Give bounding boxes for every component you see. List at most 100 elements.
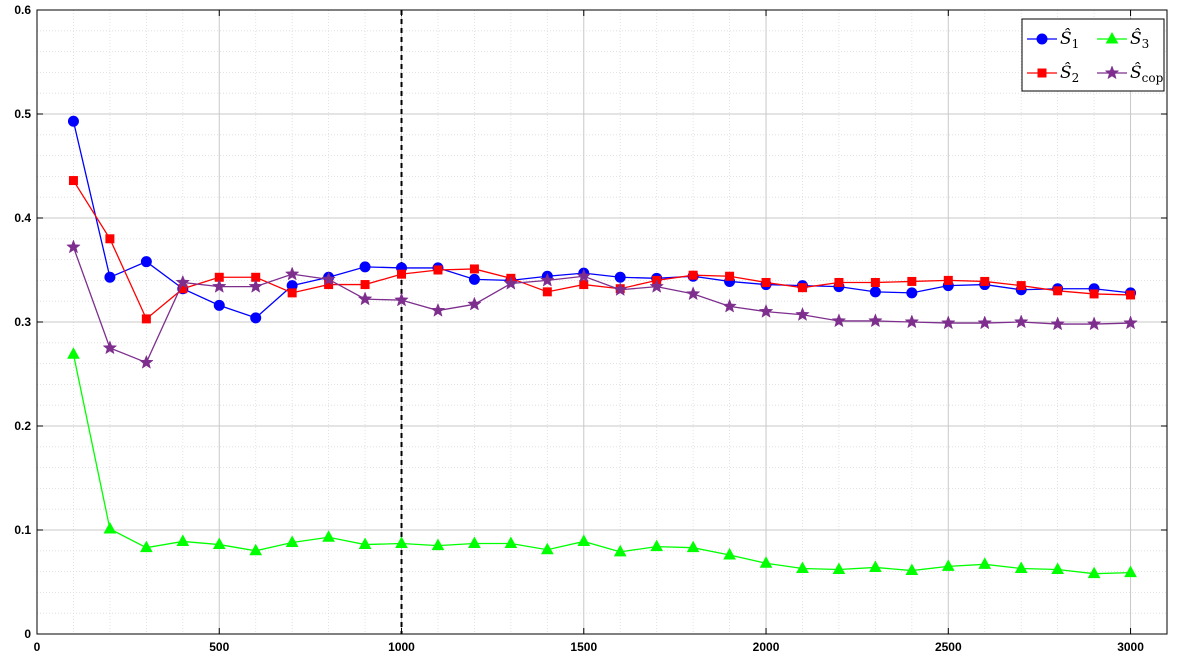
- data-point: [1123, 315, 1138, 330]
- x-tick-label: 3000: [1117, 640, 1144, 654]
- legend-box: [1021, 18, 1165, 92]
- data-point: [431, 538, 445, 551]
- data-point: [905, 563, 919, 576]
- legend-swatch-marker: [1105, 31, 1119, 44]
- data-point: [978, 557, 992, 569]
- data-point: [612, 282, 628, 296]
- data-point: [249, 543, 263, 556]
- data-point: [104, 271, 116, 283]
- data-point: [284, 266, 300, 281]
- data-point: [761, 277, 771, 287]
- data-point: [869, 560, 882, 572]
- data-point: [141, 314, 151, 324]
- data-point: [467, 296, 482, 311]
- data-point: [433, 265, 443, 275]
- data-point: [796, 561, 809, 573]
- data-point: [685, 286, 701, 301]
- legend-item-1: Ŝ1: [1027, 28, 1079, 51]
- data-point: [834, 277, 844, 287]
- data-point: [250, 312, 262, 324]
- data-point: [907, 276, 917, 286]
- x-tick-label: 2500: [935, 640, 962, 654]
- data-point: [1050, 316, 1065, 331]
- series-line: [72, 121, 1131, 319]
- data-point: [977, 315, 993, 330]
- data-point: [176, 534, 190, 546]
- data-point: [213, 299, 225, 311]
- data-point: [686, 540, 700, 553]
- data-point: [322, 530, 335, 542]
- data-point: [649, 278, 664, 293]
- data-point: [650, 539, 664, 552]
- y-tick-label: 0.1: [14, 523, 31, 537]
- data-point: [360, 280, 370, 290]
- legend-swatch-marker: [1037, 68, 1047, 78]
- data-point: [943, 275, 953, 285]
- data-point: [469, 264, 479, 274]
- series-3: [67, 347, 1137, 579]
- data-point: [175, 274, 191, 289]
- data-point: [140, 540, 153, 553]
- data-point: [868, 313, 883, 328]
- data-point: [357, 291, 373, 306]
- data-point: [940, 315, 956, 330]
- legend-label: Ŝ2: [1060, 62, 1079, 85]
- y-tick-label: 0.6: [14, 3, 31, 17]
- data-point: [468, 536, 481, 549]
- data-point: [140, 256, 152, 268]
- data-point: [285, 535, 299, 547]
- series-line: [72, 246, 1131, 364]
- data-point: [688, 270, 698, 280]
- series-2: [68, 176, 1136, 324]
- series-line: [72, 354, 1131, 575]
- data-point: [67, 347, 80, 359]
- data-point: [758, 303, 774, 318]
- legend-item-2: Ŝ2: [1027, 62, 1079, 85]
- data-point: [359, 261, 371, 273]
- data-point: [66, 239, 81, 254]
- data-point: [1016, 281, 1026, 291]
- data-point: [397, 269, 407, 279]
- data-point: [576, 268, 592, 283]
- data-point: [870, 277, 880, 287]
- data-point: [358, 537, 372, 550]
- data-point: [67, 115, 79, 127]
- data-point: [1126, 290, 1136, 300]
- legend-swatch-marker: [1104, 65, 1120, 80]
- data-point: [503, 275, 519, 290]
- x-tick-label: 1500: [570, 640, 597, 654]
- legend-label: Ŝ3: [1130, 28, 1149, 51]
- series-cop: [66, 239, 1138, 369]
- data-point: [542, 287, 552, 297]
- grid: [36, 9, 1168, 635]
- axes: 0 500 1000 1500 2000 2500 3000 0 0.1 0.2 0.3 0.4 0.5…: [14, 3, 1167, 654]
- data-point: [722, 298, 737, 313]
- data-point: [105, 234, 115, 244]
- x-tick-label: 0: [34, 640, 41, 654]
- data-point: [904, 314, 920, 329]
- data-point: [68, 176, 78, 186]
- data-point: [795, 307, 810, 321]
- legend-label: Ŝ1: [1060, 28, 1079, 51]
- y-tick-label: 0.4: [14, 211, 31, 225]
- data-point: [869, 286, 881, 298]
- data-point: [759, 556, 773, 568]
- data-point: [725, 271, 735, 281]
- data-point: [211, 278, 227, 293]
- legend: Ŝ1 Ŝ3 Ŝ2 Ŝcop: [1021, 18, 1165, 92]
- data-point: [248, 278, 264, 293]
- data-point: [832, 562, 846, 575]
- legend-item-cop: Ŝcop: [1097, 62, 1164, 85]
- y-tick-label: 0: [24, 627, 31, 641]
- legend-item-3: Ŝ3: [1097, 28, 1149, 51]
- data-point: [980, 276, 990, 286]
- data-point: [1089, 289, 1099, 299]
- data-point: [1051, 562, 1064, 575]
- data-point: [468, 273, 480, 285]
- data-point: [723, 547, 736, 560]
- data-point: [1124, 565, 1137, 578]
- data-point: [906, 287, 918, 299]
- data-point: [139, 354, 154, 369]
- data-point: [1013, 314, 1029, 329]
